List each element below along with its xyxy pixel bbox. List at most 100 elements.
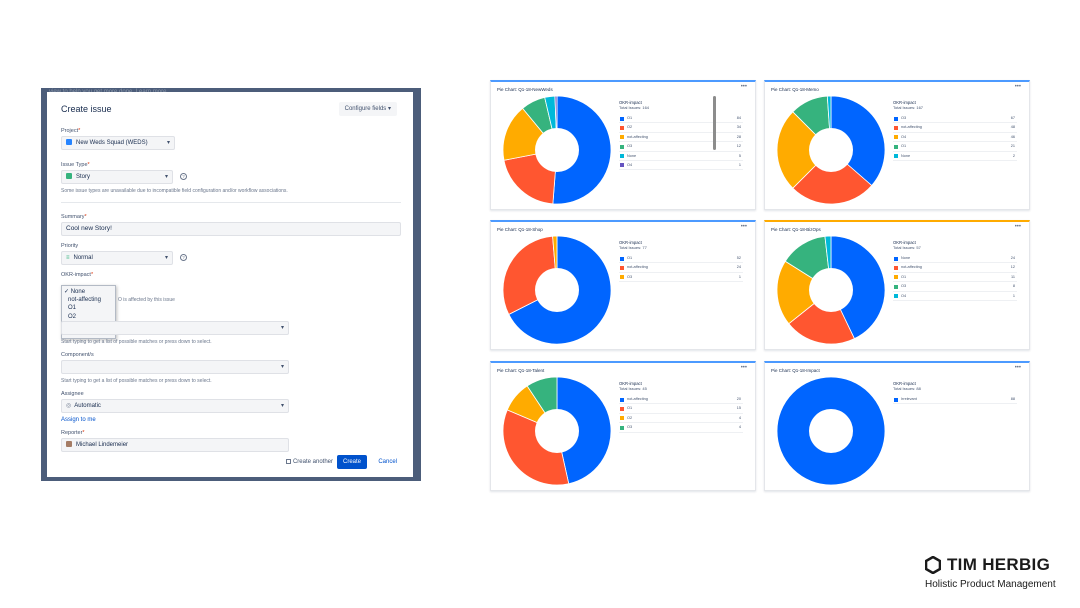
priority-value: Normal	[73, 255, 93, 261]
legend-value: 48	[1010, 125, 1015, 130]
legend-row[interactable]: not-affecting 12	[893, 263, 1017, 273]
more-options-icon[interactable]: •••	[740, 365, 747, 371]
legend-row[interactable]: O4 46	[893, 133, 1017, 143]
legend-swatch	[620, 275, 624, 280]
components-label: Component/s	[61, 352, 94, 358]
assignee-label: Assignee	[61, 391, 84, 397]
legend-value: 2	[1012, 153, 1015, 158]
legend-total: Total Issues: 57	[893, 245, 921, 250]
legend-row[interactable]: O3 1	[619, 273, 743, 283]
legend-row[interactable]: not-affecting 48	[893, 123, 1017, 133]
legend-row[interactable]: O2 4	[619, 414, 743, 424]
legend-label: not-affecting	[901, 265, 922, 270]
okr-option[interactable]: O2	[68, 313, 77, 320]
legend-row[interactable]: O1 52	[619, 254, 743, 264]
pie-slice-o1[interactable]	[552, 95, 612, 205]
legend-label: O1	[627, 116, 633, 120]
pie-slice-not-affecting[interactable]	[556, 376, 612, 485]
pie-chart-gadget: Pie Chart: Q1-18-Memo ••• OKR-impact Total …	[764, 80, 1030, 210]
assignee-value: Automatic	[74, 403, 101, 409]
legend-swatch	[894, 284, 898, 289]
legend-row[interactable]: not-affecting 20	[619, 395, 743, 405]
legend-row[interactable]: O4 1	[893, 292, 1017, 301]
legend-swatch	[620, 135, 624, 140]
avatar	[66, 441, 72, 447]
more-options-icon[interactable]: •••	[740, 84, 747, 90]
sprint-select[interactable]: ▾	[61, 321, 289, 335]
legend-swatch	[620, 154, 624, 159]
legend-row[interactable]: O3 8	[893, 282, 1017, 292]
pie-slice-o4[interactable]	[776, 111, 832, 189]
legend-row[interactable]: O2 34	[619, 123, 743, 133]
legend-value: 28	[736, 134, 741, 139]
legend-swatch	[894, 125, 898, 130]
donut-chart	[776, 376, 886, 486]
brand-name: TIM HERBIG	[947, 555, 1051, 574]
legend-row[interactable]: O3 4	[619, 423, 743, 433]
chevron-down-icon: ▾	[280, 325, 284, 331]
pie-slice-o1[interactable]	[502, 409, 570, 486]
help-icon[interactable]: ?	[180, 173, 187, 180]
legend-row[interactable]: None 2	[893, 152, 1017, 161]
summary-label: Summary*	[61, 214, 87, 220]
legend-label: O1	[901, 274, 907, 279]
help-icon[interactable]: ?	[180, 254, 187, 261]
legend-label: Irrelevant	[901, 397, 917, 401]
pie-slice-o3[interactable]	[830, 95, 886, 187]
summary-input[interactable]: Cool new Story!	[61, 222, 401, 236]
project-select[interactable]: New Weds Squad (WEDS) ▾	[61, 136, 175, 150]
legend-row[interactable]: not-affecting 24	[619, 263, 743, 273]
pie-slice-none[interactable]	[830, 235, 886, 340]
legend-value: 5	[738, 153, 741, 158]
pie-chart-gadget: Pie Chart: Q1-18-NewWeds ••• OKR-impact Tot…	[490, 80, 756, 210]
pie-slice-o1[interactable]	[776, 260, 832, 325]
okr-impact-hint: O is affected by this issue	[118, 297, 175, 303]
legend-value: 12	[736, 144, 741, 149]
legend-row[interactable]: not-affecting 28	[619, 133, 743, 143]
assign-to-me-link[interactable]: Assign to me	[61, 417, 96, 423]
legend-row[interactable]: O1 11	[893, 273, 1017, 283]
donut-chart	[502, 235, 612, 345]
create-button[interactable]: Create	[337, 455, 367, 469]
chart-legend: OKR-impact Total Issues: 45 not-affecting 2…	[619, 381, 743, 433]
legend-row[interactable]: None 24	[893, 254, 1017, 264]
legend-row[interactable]: None 5	[619, 152, 743, 161]
priority-select[interactable]: ≡ Normal ▾	[61, 251, 173, 265]
legend-scrollbar[interactable]	[713, 96, 716, 150]
legend-swatch	[894, 135, 898, 140]
more-options-icon[interactable]: •••	[1014, 84, 1021, 90]
legend-value: 67	[1010, 116, 1015, 120]
configure-fields-button[interactable]: Configure fields ▾	[338, 102, 397, 116]
legend-row[interactable]: O1 15	[619, 404, 743, 414]
legend-value: 20	[736, 397, 741, 401]
components-select[interactable]: ▾	[61, 360, 289, 374]
legend-row[interactable]: O3 67	[893, 114, 1017, 124]
legend-row[interactable]: O1 21	[893, 142, 1017, 152]
legend-row[interactable]: O3 12	[619, 142, 743, 152]
chevron-down-icon: ▾	[280, 364, 284, 370]
okr-option[interactable]: not-affecting	[68, 297, 101, 304]
legend-value: 21	[1010, 144, 1015, 149]
create-another-checkbox[interactable]: Create another	[285, 455, 333, 469]
reporter-select[interactable]: Michael Lindemeier	[61, 438, 289, 452]
legend-label: O4	[901, 134, 907, 139]
legend-row[interactable]: Irrelevant 88	[893, 395, 1017, 405]
more-options-icon[interactable]: •••	[1014, 365, 1021, 371]
pie-slice-not-affecting[interactable]	[792, 149, 873, 205]
legend-row[interactable]: O1 84	[619, 114, 743, 124]
legend-swatch	[894, 154, 898, 159]
okr-option[interactable]: O1	[68, 305, 77, 312]
more-options-icon[interactable]: •••	[1014, 224, 1021, 230]
assignee-select[interactable]: ◎ Automatic ▾	[61, 399, 289, 413]
pie-slice-not-affecting[interactable]	[788, 289, 855, 345]
legend-total: Total Issues: 88	[893, 386, 921, 391]
more-options-icon[interactable]: •••	[740, 224, 747, 230]
create-another-label: Create another	[292, 459, 333, 465]
chart-legend: OKR-impact Total Issues: 88 Irrelevant 88	[893, 381, 1017, 405]
cancel-link[interactable]: Cancel	[378, 459, 397, 465]
legend-row[interactable]: O4 1	[619, 161, 743, 171]
chevron-down-icon: ▾	[164, 255, 168, 261]
okr-option-selected[interactable]: ✓ None	[64, 289, 86, 295]
project-label: Project*	[61, 128, 81, 134]
issue-type-select[interactable]: Story ▾	[61, 170, 173, 184]
